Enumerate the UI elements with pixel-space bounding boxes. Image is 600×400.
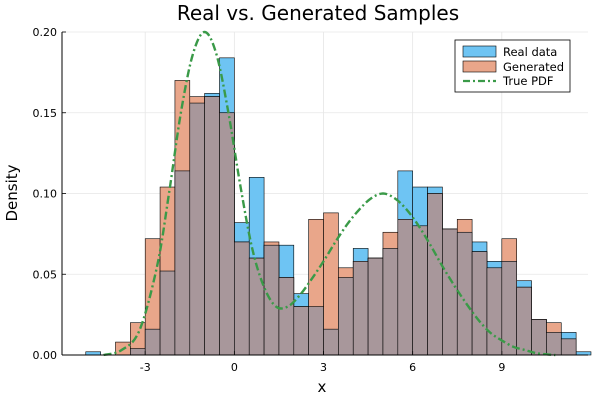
bar-overlap bbox=[442, 228, 458, 356]
x-tick-label: 3 bbox=[320, 361, 327, 374]
bar-overlap bbox=[219, 112, 235, 356]
legend-label-real: Real data bbox=[503, 45, 557, 59]
bar-overlap bbox=[278, 277, 295, 356]
x-tick-label: 9 bbox=[498, 361, 505, 374]
x-axis-label: x bbox=[318, 378, 327, 396]
bar-overlap bbox=[248, 257, 265, 356]
x-tick-label: 6 bbox=[409, 361, 416, 374]
y-tick-label: 0.05 bbox=[33, 268, 58, 281]
y-axis-label: Density bbox=[3, 164, 21, 221]
bar-overlap bbox=[412, 225, 428, 356]
x-tick-label: -3 bbox=[140, 361, 151, 374]
bar-overlap bbox=[323, 328, 339, 356]
bar-overlap bbox=[382, 248, 399, 356]
y-tick-label: 0.00 bbox=[33, 349, 58, 362]
bar-overlap bbox=[174, 170, 191, 356]
bar-overlap bbox=[471, 251, 488, 356]
y-tick-label: 0.15 bbox=[33, 107, 58, 120]
bar-overlap bbox=[308, 306, 324, 356]
y-tick-label: 0.10 bbox=[33, 188, 58, 201]
bar-overlap bbox=[397, 219, 413, 356]
legend: Real data Generated True PDF bbox=[454, 39, 571, 93]
legend-label-true-pdf: True PDF bbox=[502, 74, 554, 88]
bar-overlap bbox=[189, 102, 205, 356]
bar-overlap bbox=[263, 244, 280, 356]
bar-overlap bbox=[338, 277, 354, 356]
bar-overlap bbox=[234, 241, 250, 356]
bar-overlap bbox=[531, 319, 547, 356]
true-pdf-line bbox=[103, 30, 556, 357]
bar-overlap bbox=[560, 338, 577, 356]
legend-swatch-generated bbox=[462, 60, 497, 73]
bar-overlap bbox=[486, 267, 503, 356]
bar-overlap bbox=[516, 286, 532, 356]
legend-label-generated: Generated bbox=[503, 60, 564, 74]
chart-title: Real vs. Generated Samples bbox=[177, 1, 459, 25]
x-tick-label: 0 bbox=[231, 361, 238, 374]
bar-overlap bbox=[546, 332, 562, 356]
histogram-bars bbox=[85, 57, 592, 356]
bar-overlap bbox=[144, 328, 161, 356]
true-pdf-curve bbox=[103, 30, 556, 357]
bar-overlap bbox=[130, 348, 146, 356]
bar-overlap bbox=[367, 257, 384, 356]
bar-overlap bbox=[293, 306, 309, 356]
tick-labels: -3 0 3 6 9 0.00 0.05 0.10 0.15 0.20 bbox=[33, 26, 506, 374]
legend-swatch-real bbox=[462, 45, 497, 58]
bar-overlap bbox=[159, 270, 176, 356]
bar-overlap bbox=[204, 96, 220, 356]
bar-overlap bbox=[352, 261, 369, 356]
y-tick-label: 0.20 bbox=[33, 26, 58, 39]
axes bbox=[61, 31, 588, 356]
bar-overlap bbox=[427, 193, 443, 356]
